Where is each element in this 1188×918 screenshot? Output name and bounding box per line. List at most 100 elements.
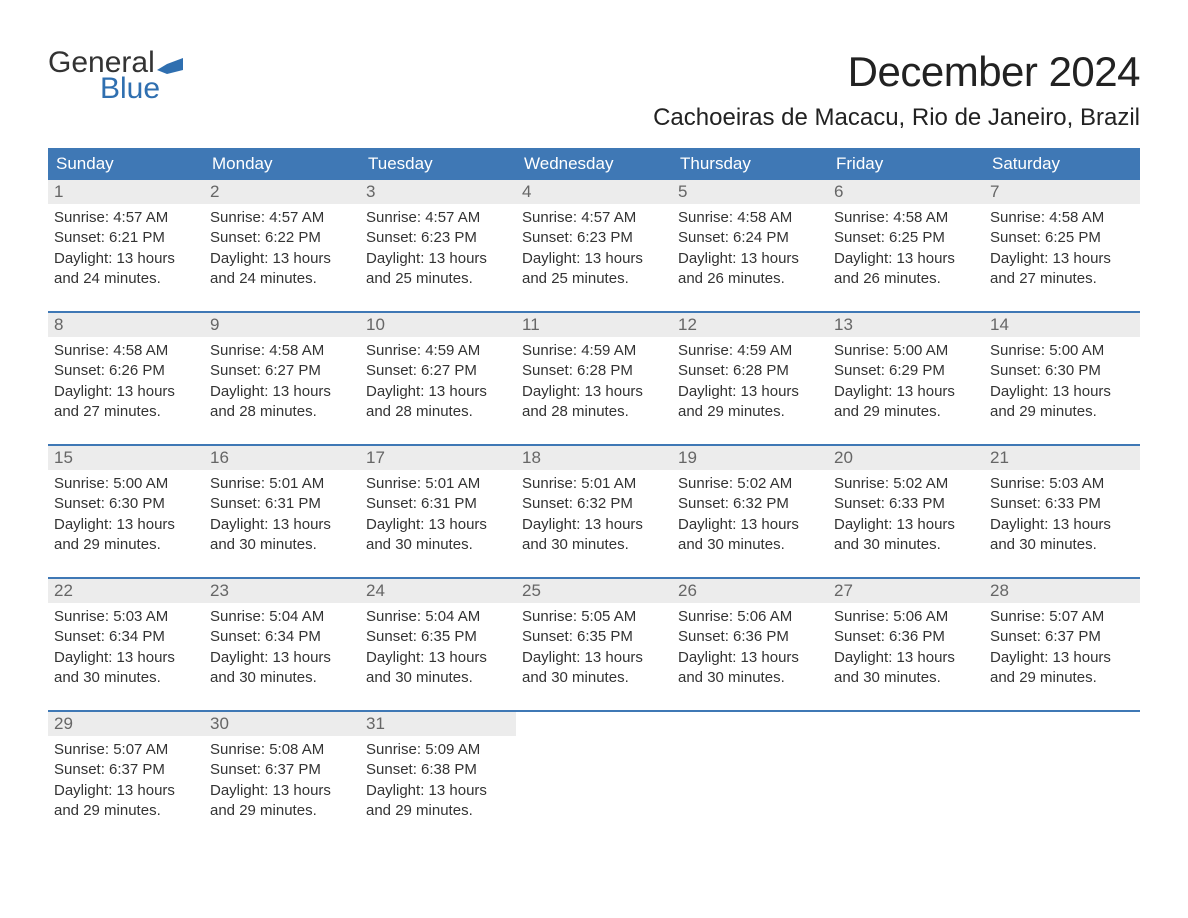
day-number-cell: 3	[360, 180, 516, 204]
day-info-cell: Sunrise: 5:03 AMSunset: 6:33 PMDaylight:…	[984, 470, 1140, 578]
day-info-cell: Sunrise: 4:59 AMSunset: 6:28 PMDaylight:…	[672, 337, 828, 445]
daylight-text: and 24 minutes.	[210, 269, 354, 289]
daylight-text: Daylight: 13 hours	[678, 648, 822, 668]
daylight-text: and 29 minutes.	[834, 402, 978, 422]
title-block: December 2024 Cachoeiras de Macacu, Rio …	[653, 48, 1140, 142]
daylight-text: and 30 minutes.	[834, 535, 978, 555]
daylight-text: and 28 minutes.	[366, 402, 510, 422]
sunrise-text: Sunrise: 5:00 AM	[54, 474, 198, 494]
dow-monday: Monday	[204, 148, 360, 180]
brand-word-2: Blue	[100, 74, 183, 104]
page-header: General Blue December 2024 Cachoeiras de…	[48, 48, 1140, 142]
daylight-text: and 30 minutes.	[210, 535, 354, 555]
daylight-text: Daylight: 13 hours	[990, 515, 1134, 535]
sunrise-text: Sunrise: 5:02 AM	[834, 474, 978, 494]
day-info-cell: Sunrise: 5:01 AMSunset: 6:32 PMDaylight:…	[516, 470, 672, 578]
sunrise-text: Sunrise: 4:58 AM	[210, 341, 354, 361]
sunrise-text: Sunrise: 5:01 AM	[210, 474, 354, 494]
day-number-row: 15161718192021	[48, 446, 1140, 470]
sunset-text: Sunset: 6:34 PM	[210, 627, 354, 647]
daylight-text: Daylight: 13 hours	[990, 648, 1134, 668]
daylight-text: Daylight: 13 hours	[990, 249, 1134, 269]
day-number-cell: 2	[204, 180, 360, 204]
daylight-text: Daylight: 13 hours	[210, 648, 354, 668]
sunrise-text: Sunrise: 4:57 AM	[54, 208, 198, 228]
sunset-text: Sunset: 6:33 PM	[990, 494, 1134, 514]
day-number-cell: 25	[516, 579, 672, 603]
day-number-cell: 22	[48, 579, 204, 603]
sunset-text: Sunset: 6:37 PM	[210, 760, 354, 780]
sunset-text: Sunset: 6:31 PM	[210, 494, 354, 514]
daylight-text: and 29 minutes.	[678, 402, 822, 422]
day-number-row: 22232425262728	[48, 579, 1140, 603]
day-number-cell: 29	[48, 712, 204, 736]
sunset-text: Sunset: 6:28 PM	[522, 361, 666, 381]
daylight-text: and 29 minutes.	[990, 668, 1134, 688]
daylight-text: and 30 minutes.	[366, 668, 510, 688]
day-number-cell: 26	[672, 579, 828, 603]
daylight-text: Daylight: 13 hours	[210, 781, 354, 801]
day-number-cell: 5	[672, 180, 828, 204]
dow-friday: Friday	[828, 148, 984, 180]
day-number-cell: 6	[828, 180, 984, 204]
day-number-row: 293031	[48, 712, 1140, 736]
day-info-cell: Sunrise: 4:57 AMSunset: 6:23 PMDaylight:…	[516, 204, 672, 312]
sunrise-text: Sunrise: 5:09 AM	[366, 740, 510, 760]
sunrise-text: Sunrise: 4:57 AM	[366, 208, 510, 228]
day-info-cell: Sunrise: 5:03 AMSunset: 6:34 PMDaylight:…	[48, 603, 204, 711]
sunset-text: Sunset: 6:31 PM	[366, 494, 510, 514]
daylight-text: and 27 minutes.	[990, 269, 1134, 289]
daylight-text: Daylight: 13 hours	[54, 648, 198, 668]
day-info-cell: Sunrise: 4:58 AMSunset: 6:26 PMDaylight:…	[48, 337, 204, 445]
day-number-cell: 16	[204, 446, 360, 470]
day-info-cell	[984, 736, 1140, 831]
sunrise-text: Sunrise: 5:01 AM	[522, 474, 666, 494]
daylight-text: and 28 minutes.	[210, 402, 354, 422]
sunset-text: Sunset: 6:33 PM	[834, 494, 978, 514]
daylight-text: and 30 minutes.	[990, 535, 1134, 555]
day-info-cell: Sunrise: 5:00 AMSunset: 6:30 PMDaylight:…	[984, 337, 1140, 445]
sunset-text: Sunset: 6:24 PM	[678, 228, 822, 248]
sunrise-text: Sunrise: 4:58 AM	[834, 208, 978, 228]
sunrise-text: Sunrise: 4:58 AM	[990, 208, 1134, 228]
sunrise-text: Sunrise: 5:00 AM	[990, 341, 1134, 361]
day-info-cell: Sunrise: 5:08 AMSunset: 6:37 PMDaylight:…	[204, 736, 360, 831]
day-number-cell: 13	[828, 313, 984, 337]
day-info-cell	[516, 736, 672, 831]
day-info-row: Sunrise: 5:00 AMSunset: 6:30 PMDaylight:…	[48, 470, 1140, 578]
day-info-cell: Sunrise: 5:02 AMSunset: 6:32 PMDaylight:…	[672, 470, 828, 578]
day-number-cell: 18	[516, 446, 672, 470]
day-info-row: Sunrise: 4:57 AMSunset: 6:21 PMDaylight:…	[48, 204, 1140, 312]
day-number-cell: 15	[48, 446, 204, 470]
day-info-cell: Sunrise: 5:00 AMSunset: 6:30 PMDaylight:…	[48, 470, 204, 578]
day-info-cell: Sunrise: 5:02 AMSunset: 6:33 PMDaylight:…	[828, 470, 984, 578]
day-number-cell: 21	[984, 446, 1140, 470]
day-number-cell: 23	[204, 579, 360, 603]
day-number-cell	[828, 712, 984, 736]
sunset-text: Sunset: 6:27 PM	[210, 361, 354, 381]
day-info-row: Sunrise: 5:03 AMSunset: 6:34 PMDaylight:…	[48, 603, 1140, 711]
daylight-text: and 30 minutes.	[678, 668, 822, 688]
day-number-cell: 9	[204, 313, 360, 337]
month-title: December 2024	[653, 48, 1140, 96]
sunset-text: Sunset: 6:23 PM	[522, 228, 666, 248]
daylight-text: and 30 minutes.	[678, 535, 822, 555]
day-number-cell: 30	[204, 712, 360, 736]
location-subtitle: Cachoeiras de Macacu, Rio de Janeiro, Br…	[653, 104, 1140, 132]
sunrise-text: Sunrise: 4:57 AM	[210, 208, 354, 228]
day-of-week-header: Sunday Monday Tuesday Wednesday Thursday…	[48, 148, 1140, 180]
sunrise-text: Sunrise: 5:06 AM	[834, 607, 978, 627]
daylight-text: and 30 minutes.	[366, 535, 510, 555]
day-number-cell	[672, 712, 828, 736]
daylight-text: and 29 minutes.	[210, 801, 354, 821]
daylight-text: Daylight: 13 hours	[834, 249, 978, 269]
day-number-cell: 31	[360, 712, 516, 736]
daylight-text: Daylight: 13 hours	[210, 515, 354, 535]
sunset-text: Sunset: 6:37 PM	[54, 760, 198, 780]
dow-thursday: Thursday	[672, 148, 828, 180]
day-info-cell: Sunrise: 4:59 AMSunset: 6:27 PMDaylight:…	[360, 337, 516, 445]
day-number-cell	[516, 712, 672, 736]
dow-wednesday: Wednesday	[516, 148, 672, 180]
sunset-text: Sunset: 6:21 PM	[54, 228, 198, 248]
daylight-text: and 29 minutes.	[54, 535, 198, 555]
